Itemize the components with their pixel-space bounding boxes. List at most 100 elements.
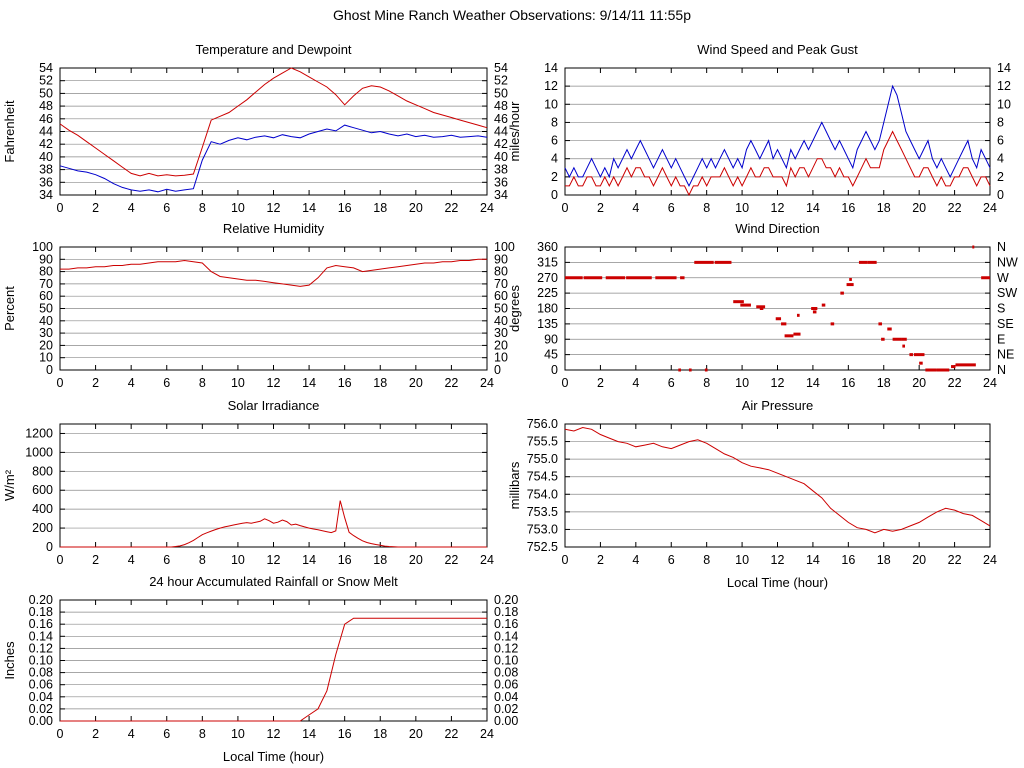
svg-text:54: 54 bbox=[494, 61, 508, 75]
x-tick-labels: 0 2 4 6 8 10 12 14 16 18 20 22 24 bbox=[57, 727, 494, 741]
svg-text:22: 22 bbox=[948, 376, 962, 390]
plot-air-pressure: 752.5 753.0 753.5 754.0 754.5 755.0 755.5 756.0… bbox=[507, 417, 997, 567]
svg-text:6: 6 bbox=[163, 376, 170, 390]
svg-text:38: 38 bbox=[494, 163, 508, 177]
svg-text:NW: NW bbox=[997, 255, 1018, 269]
svg-text:14: 14 bbox=[302, 727, 316, 741]
svg-text:12: 12 bbox=[267, 553, 281, 567]
svg-text:0.10: 0.10 bbox=[494, 654, 518, 668]
svg-text:2: 2 bbox=[92, 201, 99, 215]
svg-text:24: 24 bbox=[480, 553, 494, 567]
svg-text:0: 0 bbox=[562, 201, 569, 215]
svg-text:16: 16 bbox=[841, 553, 855, 567]
chart-title-rainfall: 24 hour Accumulated Rainfall or Snow Mel… bbox=[149, 574, 398, 589]
svg-text:0.16: 0.16 bbox=[29, 617, 53, 631]
svg-text:0.06: 0.06 bbox=[29, 678, 53, 692]
svg-text:6: 6 bbox=[163, 201, 170, 215]
chart-title-wind-direction: Wind Direction bbox=[735, 221, 820, 236]
svg-text:14: 14 bbox=[806, 201, 820, 215]
svg-text:16: 16 bbox=[338, 201, 352, 215]
svg-text:90: 90 bbox=[494, 252, 508, 266]
svg-text:2: 2 bbox=[92, 376, 99, 390]
svg-text:14: 14 bbox=[302, 201, 316, 215]
svg-text:755.0: 755.0 bbox=[527, 452, 558, 466]
svg-text:38: 38 bbox=[39, 163, 53, 177]
plot-humidity: 0102030405060708090100010203040506070809… bbox=[2, 240, 515, 390]
svg-text:8: 8 bbox=[703, 376, 710, 390]
svg-text:4: 4 bbox=[632, 553, 639, 567]
svg-text:0.00: 0.00 bbox=[29, 714, 53, 728]
svg-text:0: 0 bbox=[57, 727, 64, 741]
svg-text:46: 46 bbox=[494, 112, 508, 126]
svg-text:40: 40 bbox=[39, 150, 53, 164]
svg-text:0.04: 0.04 bbox=[494, 690, 518, 704]
svg-text:0.02: 0.02 bbox=[29, 702, 53, 716]
svg-text:0.14: 0.14 bbox=[494, 629, 518, 643]
svg-text:16: 16 bbox=[338, 376, 352, 390]
svg-text:24: 24 bbox=[983, 553, 997, 567]
tick-marks bbox=[564, 67, 991, 196]
svg-text:12: 12 bbox=[771, 376, 785, 390]
series-solar-irradiance bbox=[60, 500, 487, 548]
x-tick-labels: 0 2 4 6 8 10 12 14 16 18 20 22 24 bbox=[562, 553, 997, 567]
svg-text:16: 16 bbox=[338, 553, 352, 567]
svg-text:12: 12 bbox=[267, 727, 281, 741]
svg-text:4: 4 bbox=[632, 201, 639, 215]
svg-text:6: 6 bbox=[163, 553, 170, 567]
svg-text:16: 16 bbox=[841, 376, 855, 390]
svg-text:30: 30 bbox=[494, 326, 508, 340]
svg-text:1000: 1000 bbox=[25, 445, 53, 459]
svg-text:0.08: 0.08 bbox=[494, 666, 518, 680]
svg-text:18: 18 bbox=[877, 201, 891, 215]
svg-text:4: 4 bbox=[551, 152, 558, 166]
svg-text:0.00: 0.00 bbox=[494, 714, 518, 728]
svg-text:0: 0 bbox=[494, 363, 501, 377]
svg-text:16: 16 bbox=[338, 727, 352, 741]
series-dewpoint bbox=[59, 124, 488, 193]
svg-text:10: 10 bbox=[231, 201, 245, 215]
svg-text:180: 180 bbox=[537, 302, 558, 316]
svg-text:22: 22 bbox=[948, 553, 962, 567]
svg-text:22: 22 bbox=[444, 727, 458, 741]
svg-text:40: 40 bbox=[494, 150, 508, 164]
svg-text:135: 135 bbox=[537, 317, 558, 331]
plot-border bbox=[59, 423, 488, 548]
y-right-tick-labels: 0 2 4 6 8 10 12 14 bbox=[997, 61, 1011, 202]
svg-text:45: 45 bbox=[544, 348, 558, 362]
svg-text:70: 70 bbox=[39, 277, 53, 291]
svg-text:2: 2 bbox=[551, 170, 558, 184]
svg-text:8: 8 bbox=[199, 201, 206, 215]
svg-text:270: 270 bbox=[537, 271, 558, 285]
svg-text:100: 100 bbox=[32, 240, 53, 254]
svg-text:10: 10 bbox=[735, 201, 749, 215]
plot-border bbox=[564, 246, 991, 371]
svg-text:N: N bbox=[997, 240, 1006, 254]
gridlines bbox=[60, 246, 487, 371]
gridlines bbox=[565, 67, 990, 196]
svg-text:90: 90 bbox=[39, 252, 53, 266]
svg-text:22: 22 bbox=[444, 376, 458, 390]
svg-text:12: 12 bbox=[771, 201, 785, 215]
svg-text:0: 0 bbox=[46, 363, 53, 377]
svg-text:8: 8 bbox=[997, 115, 1004, 129]
svg-text:315: 315 bbox=[537, 255, 558, 269]
svg-text:SW: SW bbox=[997, 286, 1017, 300]
gridlines bbox=[60, 433, 487, 548]
chart-rainfall: 24 hour Accumulated Rainfall or Snow Mel… bbox=[0, 570, 525, 768]
y-axis-label: Percent bbox=[2, 286, 17, 331]
svg-text:12: 12 bbox=[771, 553, 785, 567]
gridlines bbox=[60, 67, 487, 196]
svg-text:12: 12 bbox=[267, 201, 281, 215]
svg-text:10: 10 bbox=[231, 727, 245, 741]
svg-text:6: 6 bbox=[997, 134, 1004, 148]
svg-text:0.06: 0.06 bbox=[494, 678, 518, 692]
svg-text:20: 20 bbox=[912, 553, 926, 567]
svg-text:0: 0 bbox=[562, 376, 569, 390]
svg-text:4: 4 bbox=[632, 376, 639, 390]
svg-text:18: 18 bbox=[877, 553, 891, 567]
svg-text:16: 16 bbox=[841, 201, 855, 215]
svg-text:10: 10 bbox=[39, 351, 53, 365]
